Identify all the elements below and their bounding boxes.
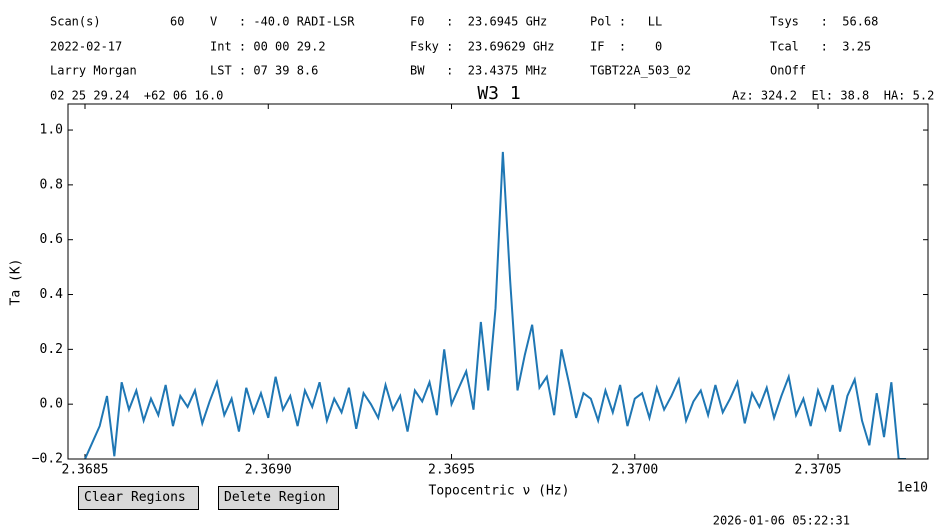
header-field: TGBT22A_503_02 [590, 64, 691, 78]
y-tick-label: 0.4 [40, 287, 64, 302]
header-field: BW : 23.4375 MHz [410, 64, 547, 78]
y-tick-label: 0.0 [40, 397, 63, 412]
header-field: Larry Morgan [50, 64, 137, 78]
plot-frame [67, 103, 929, 460]
y-tick-label: −0.2 [32, 452, 63, 467]
header-field: Int : 00 00 29.2 [210, 40, 326, 54]
x-tick-label: 2.3690 [245, 463, 292, 478]
header-field: Pol : LL [590, 15, 662, 29]
header-field: 2022-02-17 [50, 40, 122, 54]
x-tick-label: 2.3700 [611, 463, 658, 478]
header-field: Scan(s) [50, 15, 101, 29]
y-axis-label: Ta (K) [9, 259, 24, 306]
header-field: Tcal : 3.25 [770, 40, 871, 54]
x-offset: 1e10 [897, 481, 928, 496]
clear-regions-button[interactable]: Clear Regions [78, 486, 199, 510]
x-tick-label: 2.3685 [62, 463, 109, 478]
header-field: LST : 07 39 8.6 [210, 64, 318, 78]
y-tick-label: 1.0 [40, 123, 63, 138]
header-field: 60 [170, 15, 184, 29]
header-field: Tsys : 56.68 [770, 15, 878, 29]
timestamp: 2026-01-06 05:22:31 [713, 514, 850, 528]
header-field: V : -40.0 RADI-LSR [210, 15, 355, 29]
header-field: F0 : 23.6945 GHz [410, 15, 547, 29]
header-field: IF : 0 [590, 40, 662, 54]
chart-title: W3 1 [477, 83, 520, 104]
y-tick-label: 0.2 [40, 342, 63, 357]
delete-region-button[interactable]: Delete Region [218, 486, 339, 510]
header-field: Fsky : 23.69629 GHz [410, 40, 555, 54]
y-tick-label: 0.8 [40, 177, 63, 192]
x-tick-label: 2.3695 [428, 463, 475, 478]
spectrum-line [84, 151, 907, 459]
y-tick-label: 0.6 [40, 232, 63, 247]
pointing: Az: 324.2 El: 38.8 HA: 5.2 [732, 89, 934, 103]
x-axis-label: Topocentric ν (Hz) [429, 484, 570, 499]
coords: 02 25 29.24 +62 06 16.0 [50, 89, 223, 103]
x-tick-label: 2.3705 [795, 463, 842, 478]
header-field: OnOff [770, 64, 806, 78]
